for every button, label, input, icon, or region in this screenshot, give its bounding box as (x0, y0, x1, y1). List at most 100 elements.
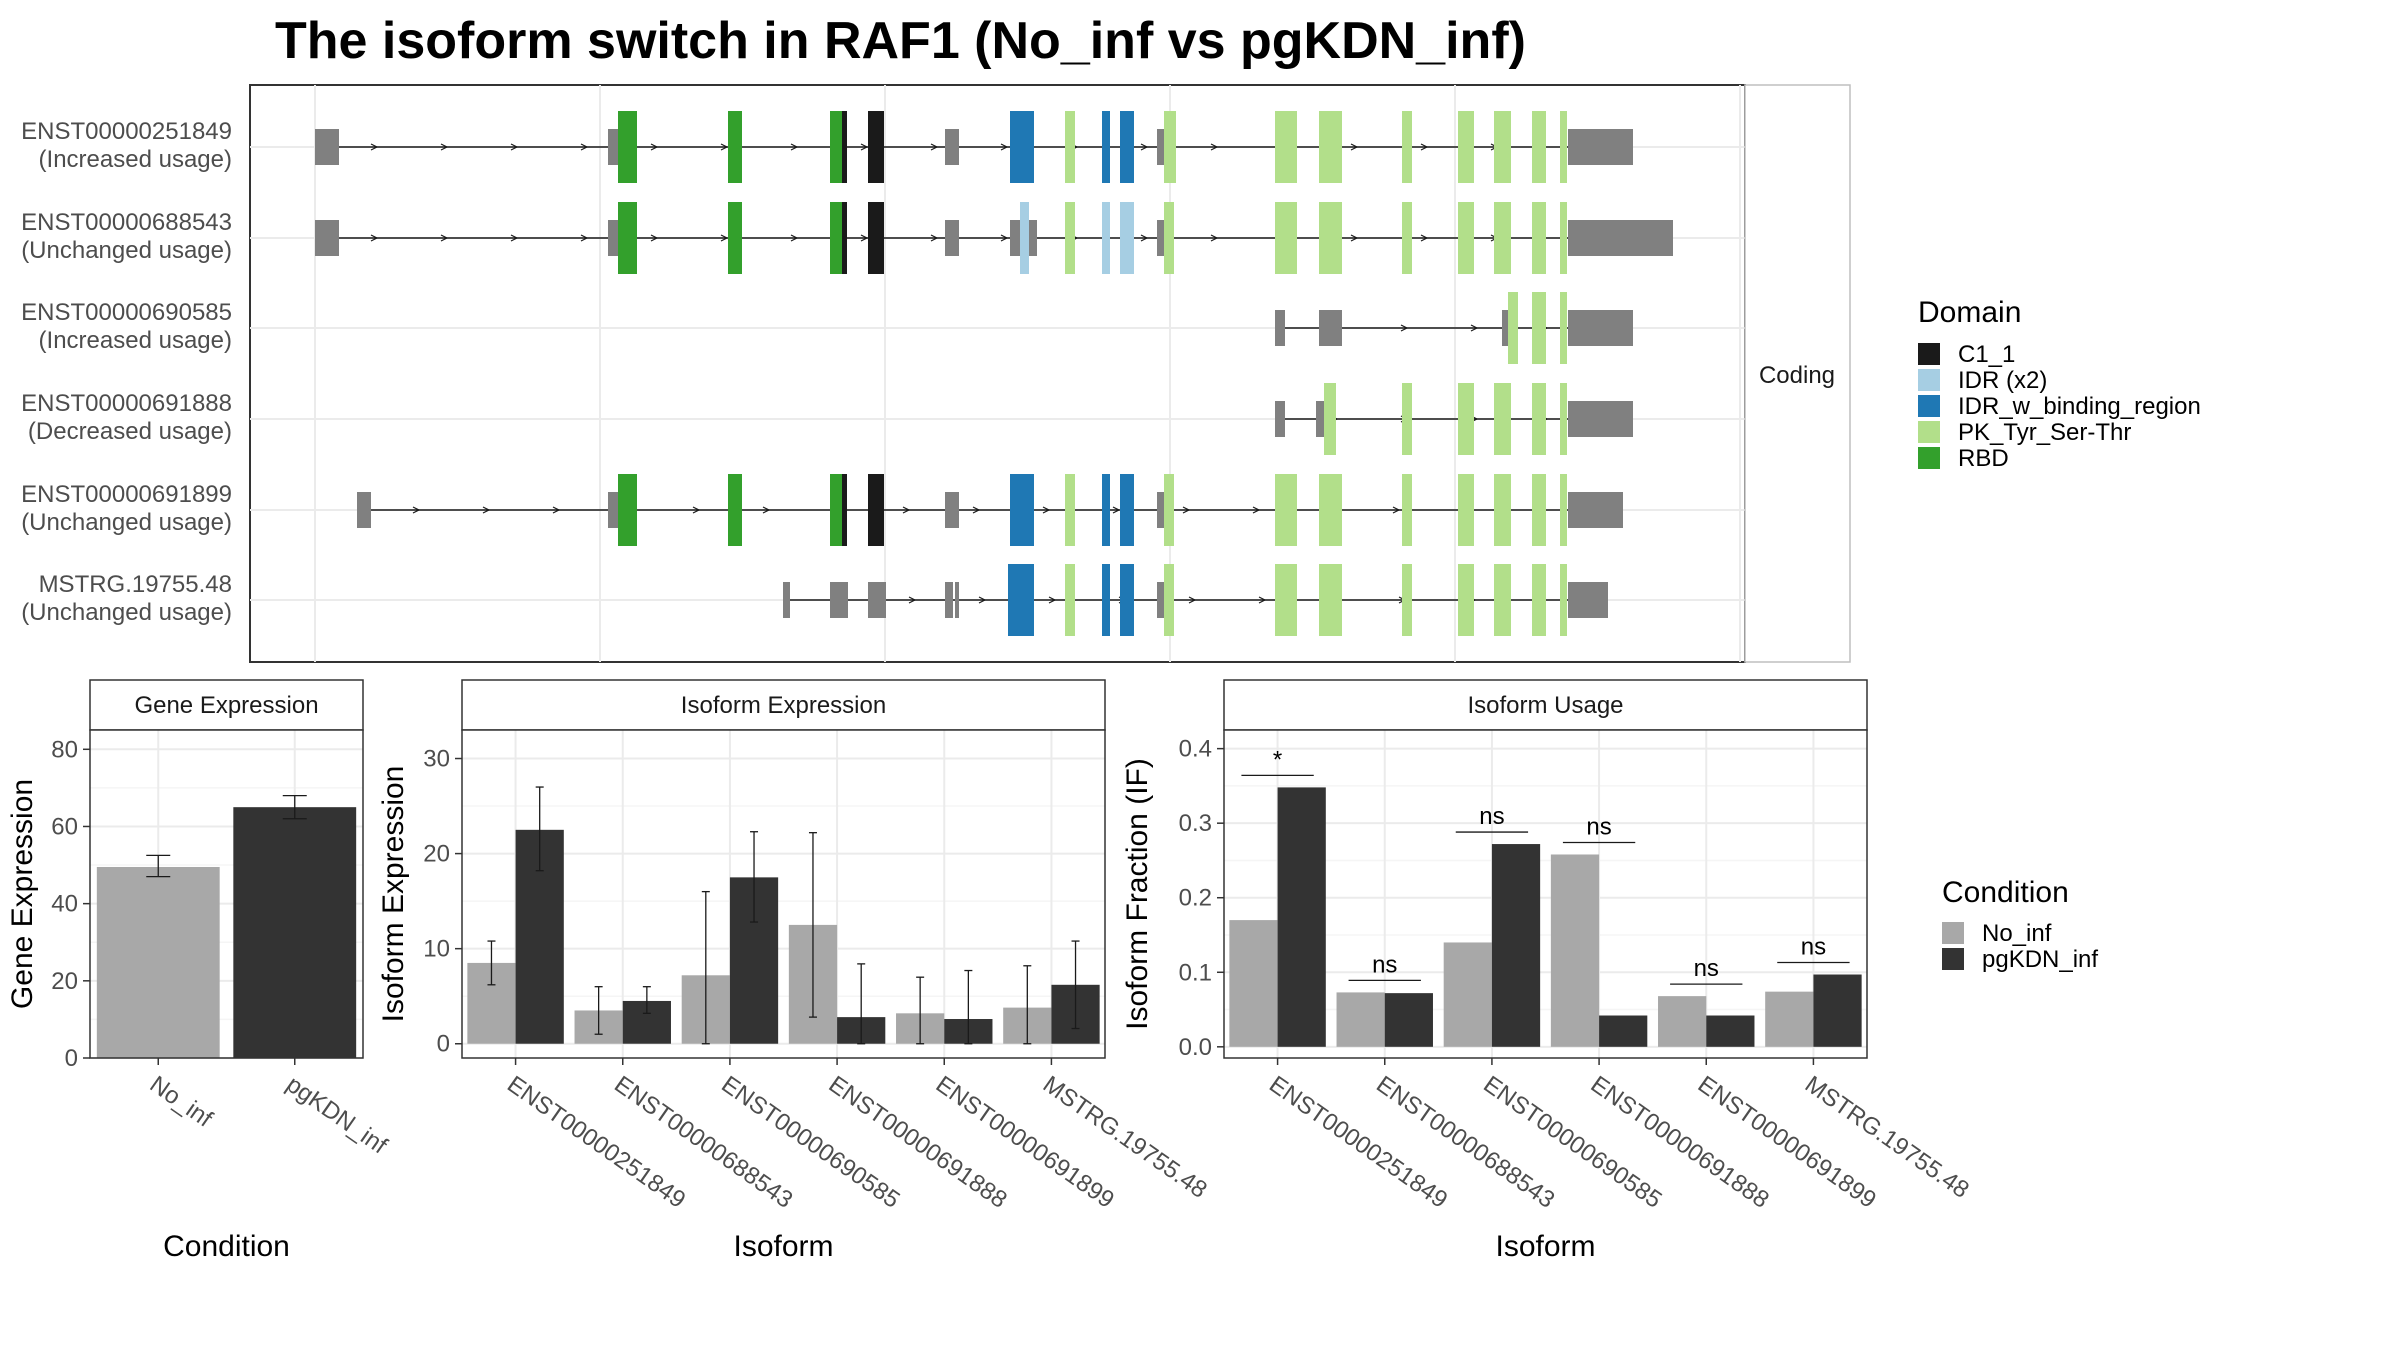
direction-arrow (1400, 324, 1409, 332)
condition-legend-swatch (1942, 922, 1964, 944)
direction-arrow (908, 596, 917, 604)
y-tick-label: 40 (51, 891, 78, 918)
direction-arrow (370, 234, 379, 242)
exon-RBD (728, 202, 742, 274)
y-tick-label: 0.4 (1179, 736, 1212, 763)
exon-PK (1532, 111, 1546, 183)
exon-PK (1560, 564, 1567, 636)
exon-IDRw (1010, 474, 1034, 546)
exon-utr (945, 129, 959, 165)
exon-IDRw (1120, 111, 1134, 183)
direction-arrow (1140, 234, 1149, 242)
exon-PK (1164, 474, 1174, 546)
domain-legend-label: IDR (x2) (1958, 367, 2047, 394)
exon-PK (1275, 202, 1297, 274)
direction-arrow (1188, 596, 1197, 604)
bar-pgKDN_inf (233, 807, 357, 1058)
exon-PK (1275, 564, 1297, 636)
exon-IDRw (1008, 564, 1034, 636)
x-tick-label: ENST00000691899 (1693, 1071, 1881, 1214)
plot-background (462, 730, 1105, 1058)
transcript-id-label: ENST00000251849 (21, 118, 232, 145)
exon-PK (1164, 202, 1174, 274)
plot-border (89, 729, 364, 1059)
direction-arrow (902, 506, 911, 514)
exon-IDRx (1020, 202, 1029, 274)
direction-arrow (1258, 596, 1267, 604)
direction-arrow (790, 234, 799, 242)
exon-PK (1494, 383, 1511, 455)
direction-arrow (412, 506, 421, 514)
bar-No_inf (1443, 942, 1492, 1047)
exon-PK (1494, 474, 1511, 546)
exon-PK (1319, 474, 1342, 546)
direction-arrow (1350, 143, 1359, 151)
exon-utr (1575, 220, 1673, 256)
bar-pgKDN_inf (1599, 1015, 1648, 1047)
direction-arrow (1420, 143, 1429, 151)
isoform-expression-panel: Isoform Expression 0 10 20 30 ENST00000251849… (377, 679, 1212, 1263)
direction-arrow (370, 143, 379, 151)
exon-PK (1532, 564, 1546, 636)
transcript-id-label: MSTRG.19755.48 (39, 571, 232, 598)
x-tick-label: ENST00000691899 (931, 1071, 1119, 1214)
x-tick-label: ENST00000691888 (824, 1071, 1012, 1214)
significance-label: * (1273, 746, 1282, 773)
bar-No_inf (1336, 992, 1385, 1047)
exon-PK (1065, 202, 1075, 274)
y-tick-label: 0.3 (1179, 810, 1212, 837)
panel-strip-title: Isoform Expression (681, 692, 886, 719)
exon-RBD (830, 202, 842, 274)
exon-utr (1568, 582, 1578, 618)
exon-utr (945, 220, 959, 256)
exon-PK (1164, 564, 1174, 636)
exon-RBD (728, 474, 742, 546)
exon-PK (1275, 474, 1297, 546)
exon-PK (1164, 111, 1174, 183)
exon-PK (1532, 474, 1546, 546)
direction-arrow (1042, 506, 1051, 514)
exon-utr (1319, 310, 1342, 346)
exon-utr (1568, 129, 1578, 165)
exon-IDRw (1102, 111, 1110, 183)
exon-PK (1532, 292, 1546, 364)
direction-arrow (762, 506, 771, 514)
x-tick-label: ENST00000691888 (1586, 1071, 1774, 1214)
x-tick-label: ENST00000688543 (609, 1071, 797, 1214)
exon-utr (608, 129, 618, 165)
exon-RBD (618, 474, 627, 546)
domain-legend-swatch (1918, 447, 1940, 469)
exon-PK (1065, 564, 1075, 636)
exon-utr (955, 582, 959, 618)
transcript-usage-label: (Unchanged usage) (21, 599, 232, 626)
x-tick-label: pgKDN_inf (281, 1071, 392, 1160)
exon-utr (945, 582, 953, 618)
exon-utr (1578, 582, 1608, 618)
y-tick-label: 10 (423, 936, 450, 963)
direction-arrow (978, 596, 987, 604)
exon-IDRw (1102, 474, 1110, 546)
exon-IDRx (1102, 202, 1110, 274)
direction-arrow (930, 234, 939, 242)
isoform-usage-panel: Isoform Usage 0.0 0.1 0.2 0.3 0.4 * ENST0000025… (1121, 679, 1974, 1263)
domain-legend-swatch (1918, 395, 1940, 417)
exon-utr (357, 492, 371, 528)
bar-pgKDN_inf (1384, 993, 1433, 1047)
exon-utr (945, 492, 959, 528)
exon-utr (1275, 401, 1285, 437)
exon-utr (315, 220, 339, 256)
direction-arrow (482, 506, 491, 514)
structure-frame (249, 84, 1746, 663)
exon-RBD (830, 111, 842, 183)
exon-PK (1172, 111, 1176, 183)
exon-utr (1010, 220, 1020, 256)
exon-IDRw (1120, 564, 1134, 636)
exon-PK (1319, 202, 1342, 274)
transcript-id-label: ENST00000688543 (21, 209, 232, 236)
exon-PK (1560, 292, 1567, 364)
exon-PK (1494, 564, 1511, 636)
direction-arrow (972, 506, 981, 514)
